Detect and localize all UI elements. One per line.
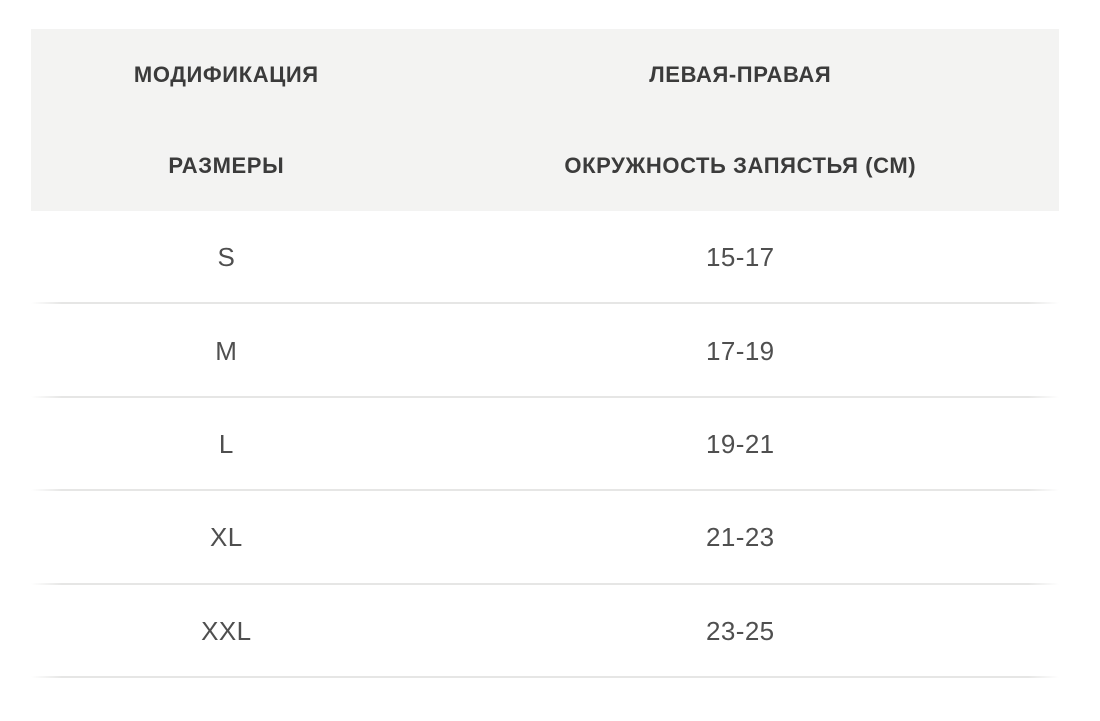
table-row-s: S 15-17 — [31, 211, 1059, 305]
size-value: XXL — [201, 615, 252, 646]
circumference-value: 21-23 — [706, 522, 775, 553]
header-cell-sizes: РАЗМЕРЫ — [168, 152, 285, 178]
table-row-m: M 17-19 — [31, 304, 1059, 399]
table-row-xl: XL 21-23 — [31, 491, 1059, 585]
size-value: S — [217, 242, 236, 273]
table-row-xxl: XXL 23-25 — [31, 584, 1059, 679]
size-value: M — [215, 335, 238, 366]
header-cell-wrist-circumference: ОКРУЖНОСТЬ ЗАПЯСТЬЯ (СМ) — [564, 152, 917, 178]
header-row-modification: МОДИФИКАЦИЯ ЛЕВАЯ-ПРАВАЯ — [31, 29, 1059, 120]
size-table-body: S 15-17 M 17-19 L 19-21 XL 21-23 XXL 23-… — [31, 211, 1059, 679]
size-value: L — [218, 428, 234, 459]
circumference-value: 23-25 — [706, 615, 775, 646]
size-table: МОДИФИКАЦИЯ ЛЕВАЯ-ПРАВАЯ РАЗМЕРЫ ОКРУЖНО… — [31, 29, 1059, 679]
size-value: XL — [210, 522, 243, 553]
header-cell-left-right: ЛЕВАЯ-ПРАВАЯ — [649, 61, 832, 87]
size-table-header: МОДИФИКАЦИЯ ЛЕВАЯ-ПРАВАЯ РАЗМЕРЫ ОКРУЖНО… — [31, 29, 1059, 211]
header-row-sizes: РАЗМЕРЫ ОКРУЖНОСТЬ ЗАПЯСТЬЯ (СМ) — [31, 120, 1059, 211]
table-row-l: L 19-21 — [31, 397, 1059, 492]
circumference-value: 15-17 — [706, 242, 775, 273]
circumference-value: 19-21 — [706, 428, 775, 459]
circumference-value: 17-19 — [706, 335, 775, 366]
header-cell-modification: МОДИФИКАЦИЯ — [133, 61, 319, 87]
